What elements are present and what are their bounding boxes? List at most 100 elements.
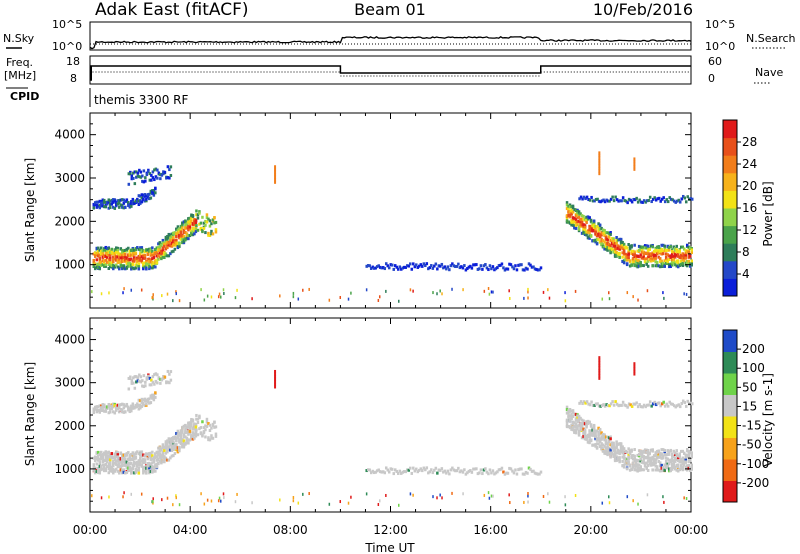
velocity-echo <box>98 408 102 412</box>
velocity-echo <box>658 461 662 465</box>
velocity-echo <box>124 404 127 408</box>
velocity-echo <box>646 456 650 460</box>
power-echo <box>680 197 683 201</box>
velocity-echo <box>601 447 605 451</box>
power-echo <box>208 234 212 238</box>
power-echo <box>672 257 675 261</box>
velocity-echo <box>175 439 178 443</box>
power-echo <box>675 264 678 268</box>
power-echo <box>172 243 175 247</box>
velocity-echo <box>609 402 613 406</box>
velocity-echo <box>125 466 129 470</box>
velocity-echo <box>568 407 572 411</box>
velocity-echo <box>389 467 392 471</box>
power-echo <box>131 197 135 201</box>
power-echo <box>491 265 495 269</box>
power-echo <box>600 242 603 246</box>
power-echo <box>690 259 693 263</box>
velocity-echo <box>104 453 108 457</box>
velocity-echo <box>613 449 617 453</box>
velocity-echo <box>190 424 193 428</box>
velocity-echo <box>142 398 145 402</box>
velocity-echo <box>136 461 139 465</box>
velocity-echo <box>146 462 150 466</box>
power-echo <box>688 264 692 268</box>
velocity-echo <box>378 499 381 503</box>
power-echo <box>655 264 659 268</box>
velocity-echo <box>104 467 108 471</box>
power-echo <box>633 165 636 169</box>
velocity-echo <box>567 425 570 429</box>
power-echo <box>394 264 397 268</box>
x-tick-label: 16:00 <box>473 523 508 537</box>
power-echo <box>122 259 126 263</box>
velocity-echo <box>416 470 420 474</box>
power-echo <box>166 246 169 250</box>
velocity-echo <box>112 468 115 472</box>
velocity-echo <box>158 453 162 457</box>
velocity-echo <box>592 423 596 427</box>
power-echo <box>663 259 666 263</box>
power-echo <box>179 224 183 228</box>
velocity-echo <box>166 496 169 500</box>
power-echo <box>194 219 198 223</box>
power-echo <box>107 263 111 267</box>
velocity-echo <box>642 456 645 460</box>
velocity-echo <box>207 422 210 426</box>
power-echo <box>673 261 677 265</box>
power-echo <box>184 238 187 242</box>
velocity-echo <box>640 468 644 472</box>
velocity-echo <box>160 461 163 465</box>
power-echo <box>581 197 584 201</box>
power-echo <box>691 197 694 201</box>
velocity-echo <box>688 466 692 470</box>
velocity-echo <box>162 375 165 379</box>
power-echo <box>666 200 670 204</box>
velocity-echo <box>591 426 594 430</box>
velocity-echo <box>118 456 121 460</box>
velocity-echo <box>688 458 692 462</box>
power-echo <box>398 265 402 269</box>
velocity-echo <box>649 463 653 467</box>
power-echo <box>681 245 684 249</box>
velocity-echo <box>347 501 350 505</box>
power-echo <box>654 253 657 257</box>
power-echo <box>163 241 166 245</box>
velocity-echo <box>570 425 573 429</box>
power-echo <box>137 255 141 259</box>
power-echo <box>682 253 686 257</box>
velocity-echo <box>104 459 108 463</box>
power-echo <box>494 267 498 271</box>
power-echo <box>154 175 158 179</box>
velocity-echo <box>148 397 151 401</box>
velocity-echo <box>637 502 639 506</box>
velocity-echo <box>398 469 402 473</box>
velocity-echo <box>110 404 114 408</box>
velocity-echo <box>598 445 602 449</box>
velocity-echo <box>691 402 694 406</box>
power-echo <box>633 263 636 267</box>
power-echo <box>594 238 597 242</box>
velocity-echo <box>616 456 620 460</box>
velocity-echo <box>142 453 145 457</box>
power-echo <box>588 224 591 228</box>
power-echo <box>526 267 529 271</box>
velocity-echo <box>668 400 671 404</box>
power-echo <box>565 214 569 218</box>
velocity-echo <box>589 423 593 427</box>
velocity-echo <box>618 451 621 455</box>
power-echo <box>119 252 123 256</box>
velocity-echo <box>579 400 583 404</box>
power-echo <box>139 201 142 205</box>
power-echo <box>577 227 581 231</box>
power-echo <box>143 265 147 269</box>
velocity-echo <box>627 402 631 406</box>
velocity-echo <box>646 493 649 497</box>
velocity-echo <box>603 450 606 454</box>
velocity-echo <box>118 410 121 414</box>
velocity-echo <box>595 437 599 441</box>
power-echo <box>633 198 637 202</box>
velocity-echo <box>578 401 581 405</box>
power-echo <box>202 221 206 225</box>
